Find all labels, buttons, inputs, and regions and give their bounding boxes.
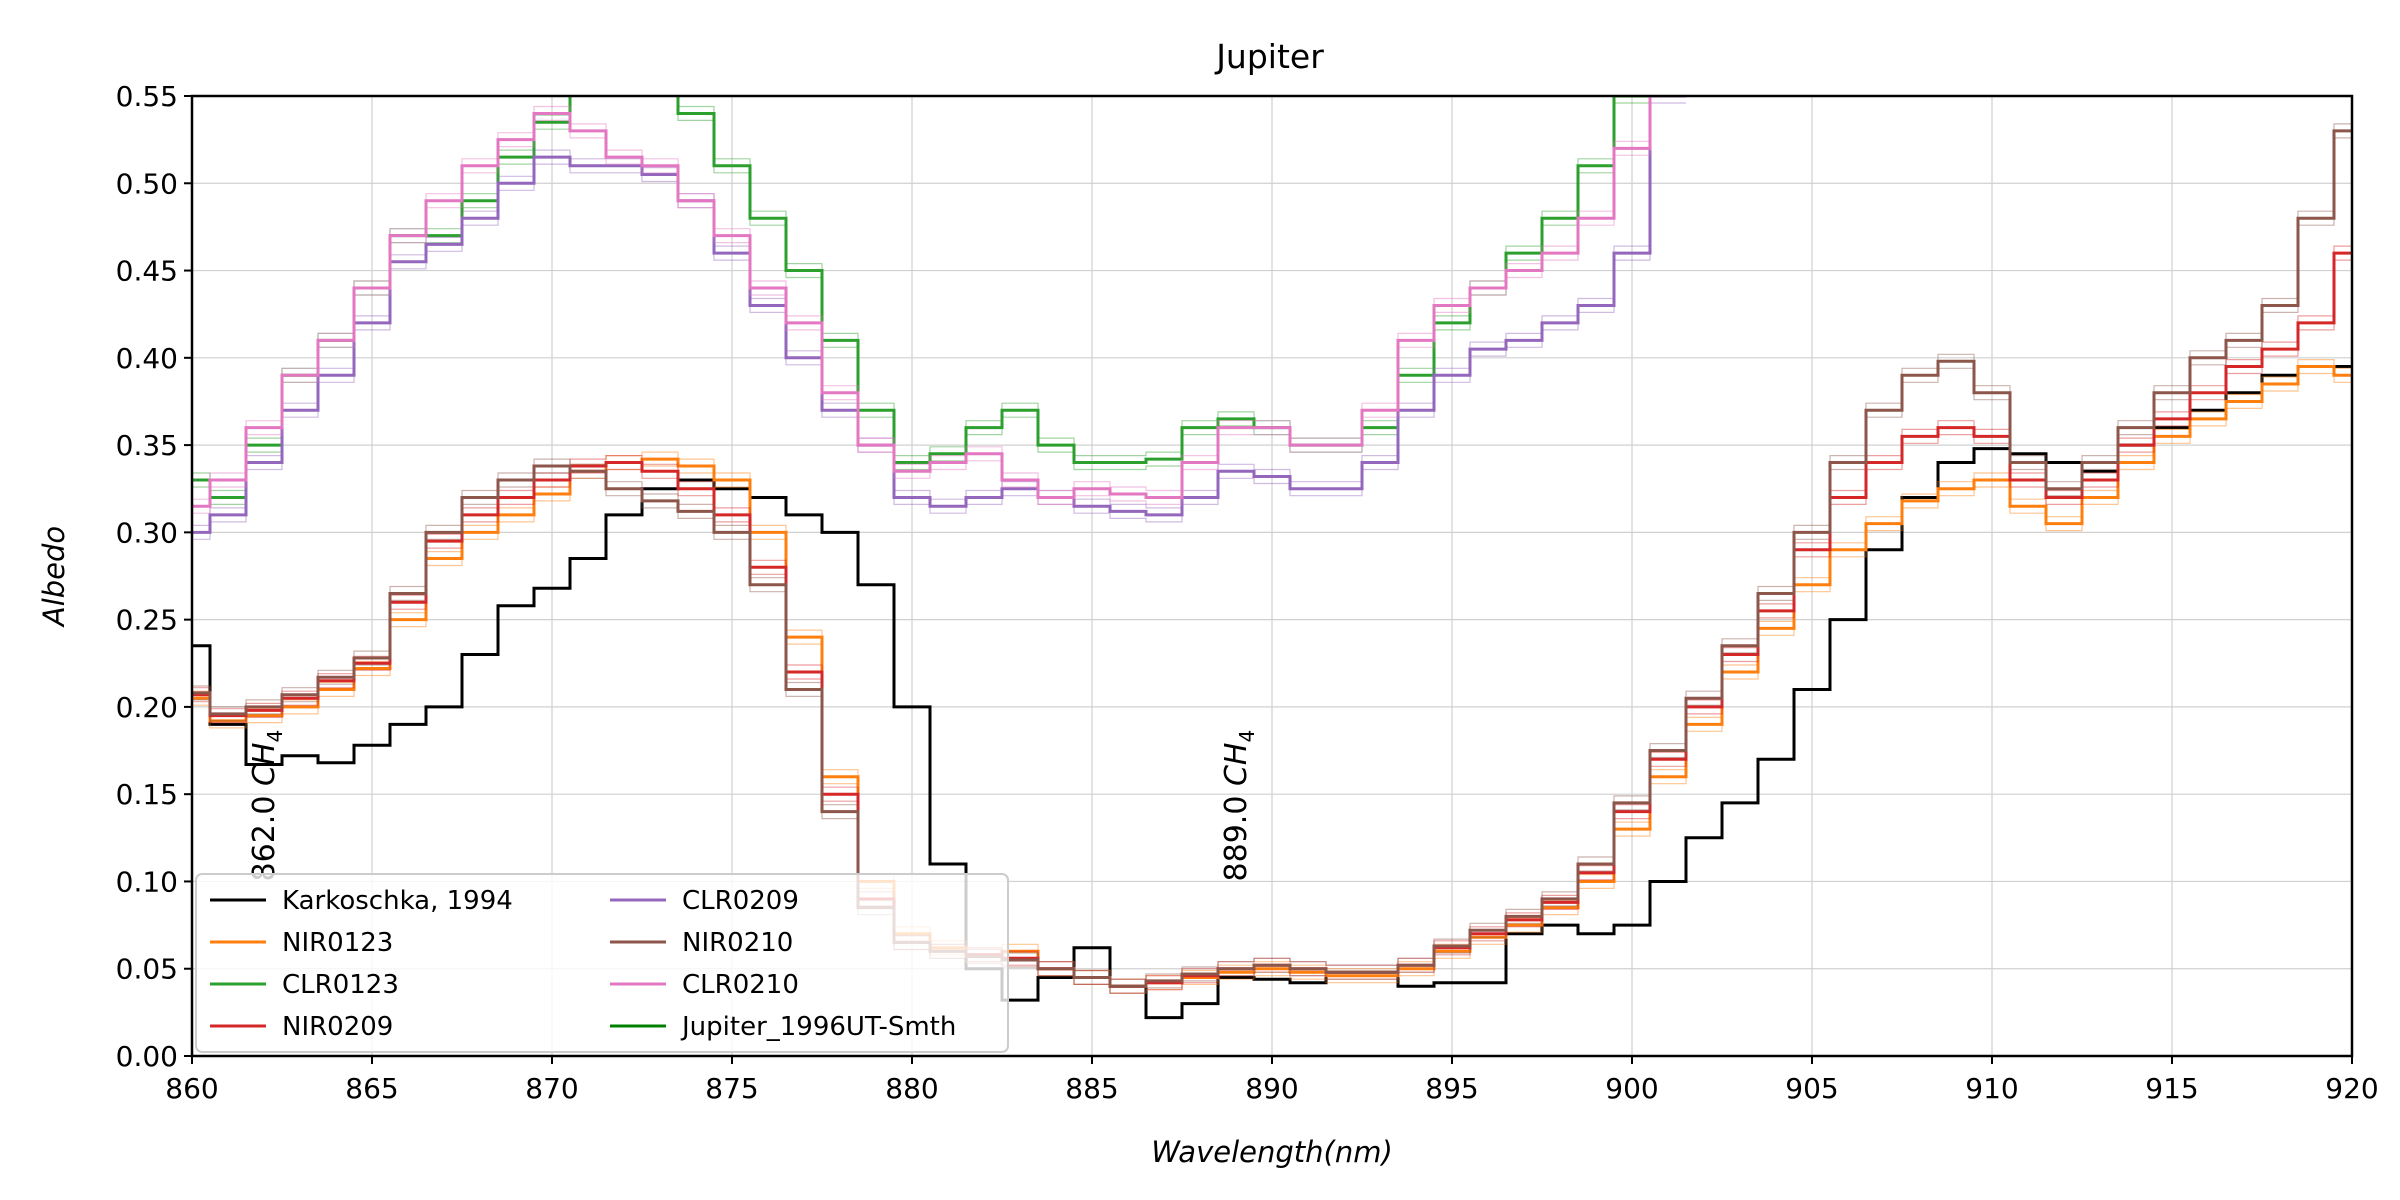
annotations: 862.0 CH4 889.0 CH4 <box>247 730 1259 882</box>
x-axis: 860 865 870 875 880 885 890 895 900 905 910 915 920 <box>165 1056 2379 1105</box>
series-line <box>192 96 1652 499</box>
series-nir0210 <box>192 123 2352 994</box>
series-band-line <box>192 96 1651 500</box>
series-karkoschka-1994 <box>192 365 2352 1020</box>
x-tick-label: 885 <box>1065 1072 1118 1105</box>
legend-label: Karkoschka, 1994 <box>282 886 513 916</box>
y-axis-label: Albedo <box>37 526 71 628</box>
legend-label: NIR0209 <box>282 1012 393 1042</box>
series-clr0123 <box>192 96 1652 505</box>
x-axis-label: Wavelength(nm) <box>1151 1135 1393 1169</box>
chart-title: Jupiter <box>1214 37 1324 76</box>
y-tick-label: 0.25 <box>116 604 178 637</box>
legend-label: CLR0210 <box>682 970 799 1000</box>
x-tick-label: 890 <box>1245 1072 1298 1105</box>
x-tick-label: 905 <box>1785 1072 1838 1105</box>
y-tick-label: 0.30 <box>116 516 178 549</box>
x-tick-label: 915 <box>2145 1072 2198 1105</box>
series-line <box>192 365 2352 1020</box>
legend-label: NIR0123 <box>282 928 393 958</box>
legend-label: CLR0209 <box>682 886 799 916</box>
series-band-line <box>192 96 1651 505</box>
legend-box <box>195 873 1009 1053</box>
legend-label: Jupiter_1996UT-Smth <box>680 1012 956 1042</box>
x-tick-label: 860 <box>165 1072 218 1105</box>
series-band-line <box>192 123 2352 980</box>
x-tick-label: 875 <box>705 1072 758 1105</box>
series-layer <box>192 96 2352 1020</box>
x-tick-label: 910 <box>1965 1072 2018 1105</box>
y-tick-label: 0.50 <box>116 167 178 200</box>
series-line <box>192 96 1686 534</box>
y-tick-label: 0.20 <box>116 691 178 724</box>
y-tick-label: 0.55 <box>116 80 178 113</box>
series-line <box>192 129 2352 988</box>
legend-label: NIR0210 <box>682 928 793 958</box>
x-tick-label: 880 <box>885 1072 938 1105</box>
y-tick-label: 0.15 <box>116 778 178 811</box>
y-tick-label: 0.00 <box>116 1040 178 1073</box>
annotation-label: 889.0 CH4 <box>1219 730 1259 882</box>
series-band-line <box>192 96 1615 492</box>
legend-label: CLR0123 <box>282 970 399 1000</box>
legend: Karkoschka, 1994 NIR0123 CLR0123 NIR0209 CLR… <box>195 873 1009 1053</box>
y-tick-label: 0.35 <box>116 429 178 462</box>
x-tick-label: 920 <box>2325 1072 2378 1105</box>
x-tick-label: 895 <box>1425 1072 1478 1105</box>
series-line <box>192 96 1652 508</box>
annotation-label: 862.0 CH4 <box>247 730 287 882</box>
series-clr0210 <box>192 96 1652 514</box>
x-tick-label: 865 <box>345 1072 398 1105</box>
y-tick-label: 0.40 <box>116 342 178 375</box>
y-tick-label: 0.10 <box>116 865 178 898</box>
y-tick-label: 0.45 <box>116 255 178 288</box>
y-axis: 0.00 0.05 0.10 0.15 0.20 0.25 0.30 0.35 0.40 0.45… <box>116 80 192 1073</box>
x-tick-label: 870 <box>525 1072 578 1105</box>
series-clr0209 <box>192 96 1686 540</box>
x-tick-label: 900 <box>1605 1072 1658 1105</box>
y-tick-label: 0.05 <box>116 953 178 986</box>
